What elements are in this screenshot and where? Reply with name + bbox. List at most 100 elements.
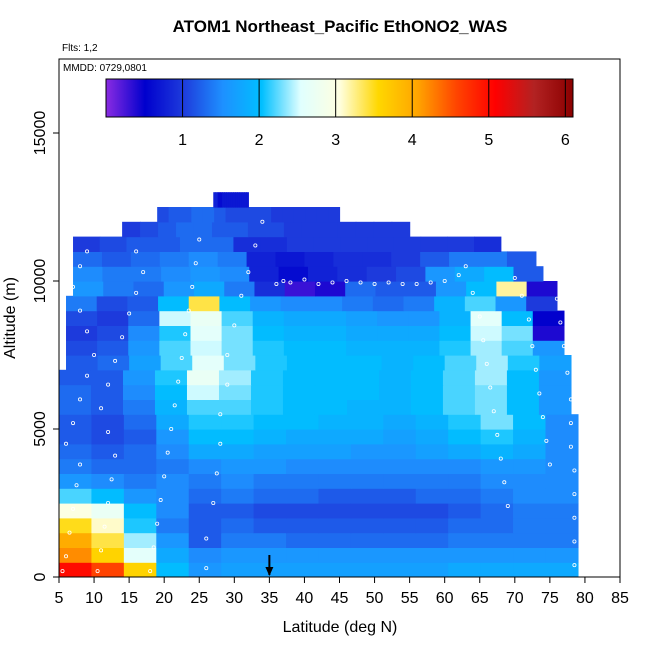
heatmap-cell [156,414,190,430]
heatmap-cell [532,310,565,326]
y-axis-label: Altitude (m) [2,277,19,359]
heatmap-cell [513,517,547,534]
sample-point [71,284,76,289]
heatmap-cell [91,458,125,474]
sample-point [358,280,363,285]
heatmap-cell [480,517,514,534]
sample-point [330,280,335,285]
heatmap-cell [161,266,192,282]
heatmap-cell [282,399,316,415]
heatmap-cell [383,562,417,577]
heatmap-cell [253,532,287,548]
heatmap-cell [221,547,255,563]
heatmap-cell [350,503,384,519]
heatmap-cell [318,355,351,371]
heatmap-cell [253,473,287,489]
heatmap-cell [526,295,558,312]
heatmap-cell [439,310,472,326]
sample-point [281,278,286,283]
heatmap-cell [218,384,252,400]
heatmap-cell [218,399,252,415]
heatmap-cell [350,458,384,474]
sample-point [463,264,468,269]
heatmap-cell [448,517,482,534]
heatmap-cell [156,562,190,577]
heatmap-cell [250,384,284,400]
mmdd-label: MMDD: 0729,0801 [63,63,147,74]
heatmap-cell [129,355,162,371]
sample-point [120,335,125,340]
heatmap-cell [191,207,204,223]
sample-point [151,545,156,550]
heatmap-cell [474,399,508,415]
heatmap-cell [252,325,285,341]
heatmap-cell [154,384,188,400]
heatmap-cell [350,517,384,534]
heatmap-cell [206,236,235,252]
heatmap-cell [59,562,93,577]
heatmap-cell [91,532,125,548]
sample-point [134,290,139,295]
heatmap-cell [383,488,417,504]
sample-point [190,284,195,289]
heatmap-cell [232,192,236,208]
heatmap-cell [507,355,540,371]
sample-point [400,281,405,286]
heatmap-cell [128,340,160,356]
heatmap-cell [480,547,514,563]
heatmap-cell [122,384,156,400]
heatmap-cell [415,473,449,489]
heatmap-cell [383,414,417,430]
heatmap-cell [448,429,482,445]
heatmap-cell [59,517,93,534]
heatmap-cell [91,517,125,534]
sample-point [141,270,146,275]
heatmap-cell [513,429,547,445]
heatmap-cell [225,207,238,223]
sample-point [386,280,391,285]
heatmap-cell [221,325,254,341]
heatmap-cell [91,443,125,460]
heatmap-cell [383,503,417,519]
heatmap-cell [366,266,397,282]
sample-point [572,492,577,497]
sample-point [211,500,216,505]
heatmap-cells [59,192,579,577]
heatmap-cell [355,221,375,238]
heatmap-cell [219,266,250,282]
heatmap-cell [495,295,527,312]
sample-point [85,329,90,334]
heatmap-cell [259,207,272,223]
heatmap-cell [66,325,98,341]
heatmap-cell [221,488,255,504]
heatmap-cell [179,236,208,252]
heatmap-cell [415,458,449,474]
sample-point [526,317,531,322]
heatmap-cell [480,532,514,548]
heatmap-cell [439,340,472,356]
heatmap-cell [218,369,252,386]
heatmap-cell [122,221,141,238]
heatmap-cell [314,281,346,297]
heatmap-cell [526,281,558,297]
heatmap-cell [286,562,320,577]
heatmap-cell [393,236,422,252]
heatmap-cell [420,236,448,252]
sample-point [477,314,482,319]
heatmap-cell [383,532,417,548]
heatmap-cell [122,399,156,415]
heatmap-cell [59,488,93,504]
heatmap-cell [377,325,409,341]
heatmap-cell [221,340,254,356]
heatmap-cell [413,355,446,371]
sample-point [127,311,132,316]
sample-point [537,391,542,396]
heatmap-cell [286,458,320,474]
heatmap-cell [474,369,508,386]
heatmap-cell [91,473,125,489]
sample-point [239,293,244,298]
heatmap-cell [346,340,378,356]
heatmap-cell [484,266,515,282]
heatmap-cell [383,458,417,474]
